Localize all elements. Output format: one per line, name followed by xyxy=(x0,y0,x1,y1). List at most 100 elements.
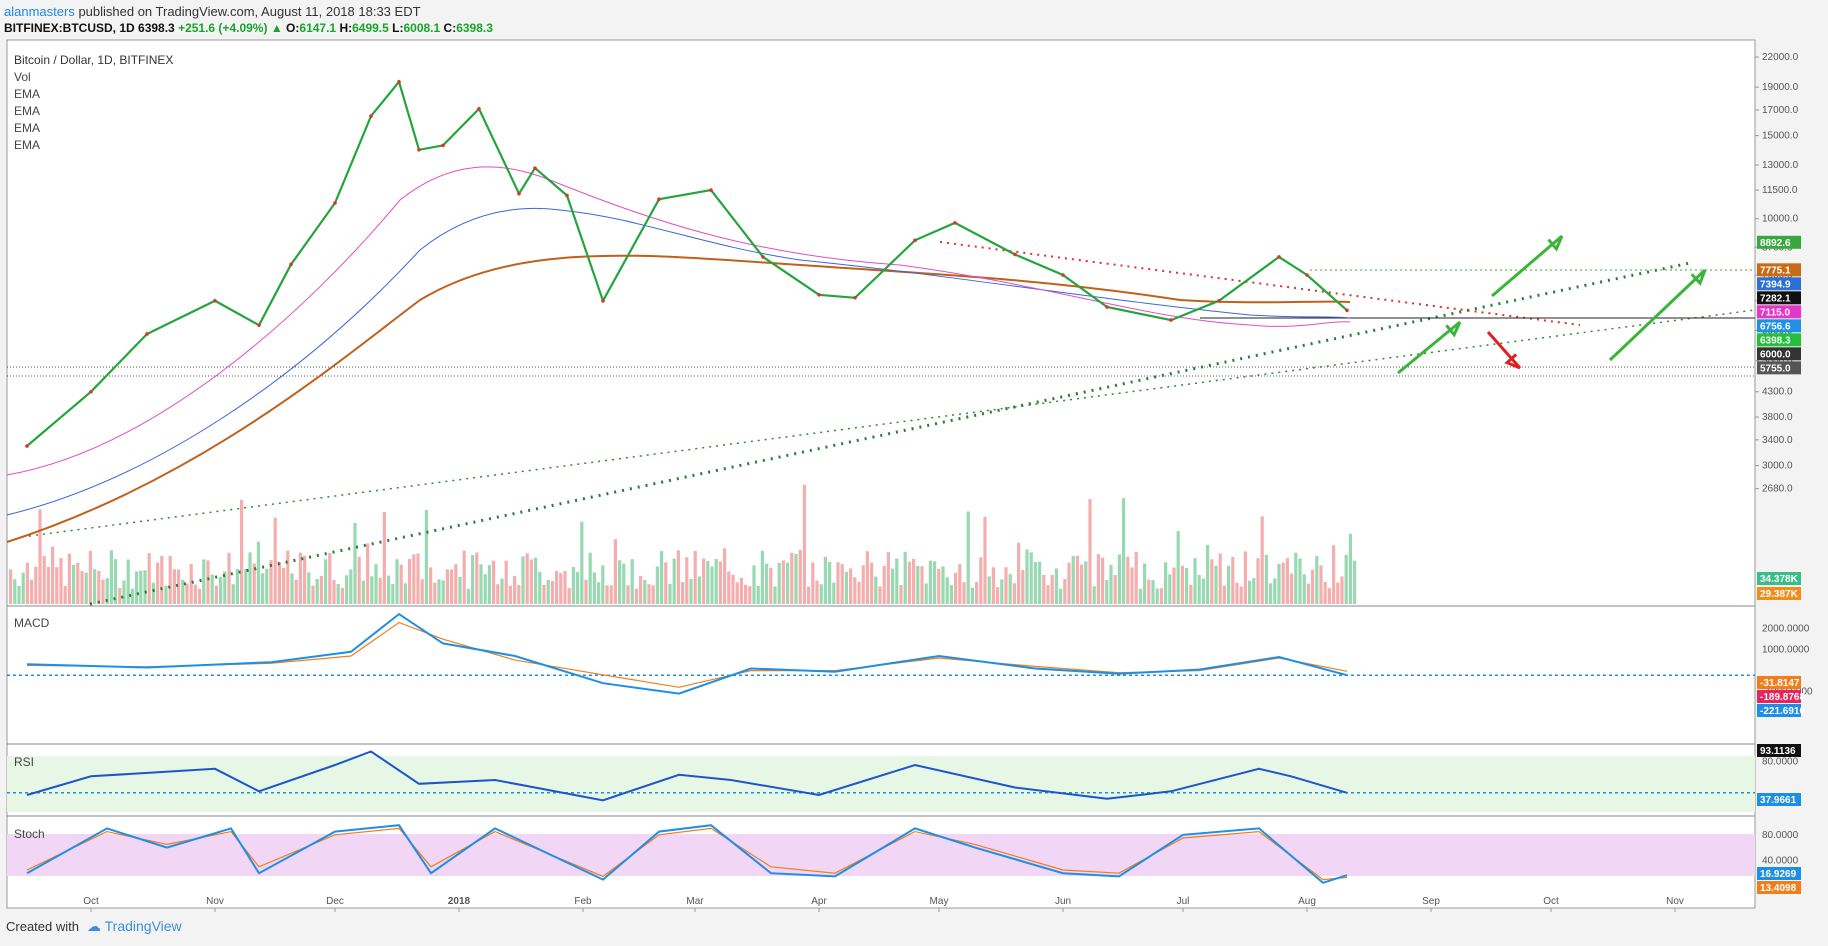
volume-bar xyxy=(521,556,525,604)
price-tick-label: 3800.0 xyxy=(1762,412,1793,423)
volume-bar xyxy=(479,564,483,604)
x-tick-label: Oct xyxy=(1543,896,1559,907)
volume-bar xyxy=(1273,578,1277,604)
volume-bar xyxy=(731,574,735,604)
rsi-badge-text: 37.9661 xyxy=(1760,795,1797,806)
volume-bar xyxy=(1189,584,1193,604)
volume-bar xyxy=(597,582,601,604)
x-tick-label: Nov xyxy=(206,896,224,907)
volume-bar xyxy=(340,587,344,604)
volume-bar xyxy=(336,583,340,604)
volume-bar xyxy=(1071,556,1075,604)
volume-bar xyxy=(156,562,160,604)
volume-bar xyxy=(1067,562,1071,604)
volume-bar xyxy=(954,572,958,604)
tradingview-logo[interactable]: ☁ TradingView xyxy=(86,918,182,934)
volume-bar xyxy=(878,586,882,604)
volume-bar xyxy=(1353,560,1357,604)
volume-bar xyxy=(248,552,252,604)
volume-bar xyxy=(1235,582,1239,604)
volume-bar xyxy=(752,565,756,604)
volume-bar xyxy=(823,556,827,604)
volume-bar xyxy=(912,558,916,604)
volume-bar xyxy=(1021,569,1025,604)
symbol-label: BITFINEX:BTCUSD, 1D xyxy=(4,21,135,35)
volume-bar xyxy=(916,565,920,604)
volume-bar xyxy=(622,563,626,604)
axis-badges: 8892.6 7775.1 7394.9 7282.1 7115.0 6756.6 6398… xyxy=(1757,235,1805,894)
created-with-text: Created with xyxy=(6,919,79,934)
volume-bar xyxy=(483,574,487,604)
green-arrow xyxy=(1491,234,1563,298)
price-badge-text: 7115.0 xyxy=(1760,307,1790,318)
volume-bar xyxy=(1151,580,1155,604)
volume-bar xyxy=(1017,542,1021,604)
volume-bar xyxy=(403,583,407,604)
volume-bar xyxy=(168,555,172,604)
price-point xyxy=(817,292,821,297)
volume-bar xyxy=(1130,567,1134,604)
green-arrow-head xyxy=(1690,269,1707,286)
volume-bar xyxy=(811,562,815,604)
macd-label: MACD xyxy=(14,616,50,630)
price-badge-bg xyxy=(1757,319,1801,333)
volume-bar xyxy=(970,587,974,604)
volume-bar xyxy=(374,564,378,604)
price-point xyxy=(1169,318,1173,322)
rsi-band xyxy=(7,756,1755,812)
volume-bar xyxy=(1315,555,1319,604)
volume-bar xyxy=(496,584,500,604)
volume-bar xyxy=(567,587,571,604)
volume-bar xyxy=(1185,568,1189,604)
volume-bar xyxy=(382,511,386,604)
price-point xyxy=(1277,255,1281,259)
volume-bar xyxy=(1206,544,1210,604)
price-point xyxy=(333,201,337,205)
volume-bar xyxy=(265,568,269,604)
volume-bar xyxy=(412,554,416,604)
volume-bar xyxy=(252,563,256,604)
legend-ema-2: EMA xyxy=(14,104,40,118)
volume-bar xyxy=(903,551,907,604)
volume-bar xyxy=(555,570,559,604)
x-tick-label: Apr xyxy=(811,896,827,907)
publisher-name[interactable]: alanmasters xyxy=(4,4,75,19)
volume-bar xyxy=(1285,558,1289,604)
macd-tick-label: 1000.0000 xyxy=(1762,645,1810,656)
volume-bar xyxy=(681,581,685,604)
volume-bar xyxy=(462,550,466,604)
volume-bar xyxy=(282,567,286,604)
price-point xyxy=(369,114,373,118)
volume-bar xyxy=(714,558,718,604)
volume-bar xyxy=(84,572,88,604)
volume-bar xyxy=(408,558,412,604)
price-badge-bg xyxy=(1757,291,1801,305)
x-tick-label: 2018 xyxy=(448,896,471,907)
volume-bar xyxy=(475,552,479,604)
volume-bar xyxy=(67,553,71,604)
rsi-label: RSI xyxy=(14,755,34,769)
volume-bar xyxy=(983,516,987,604)
volume-bar xyxy=(630,559,634,604)
volume-bar xyxy=(1063,579,1067,604)
volume-bar xyxy=(500,578,504,604)
tradingview-brand: TradingView xyxy=(104,918,182,934)
volume-bar xyxy=(80,570,84,604)
close-label: C: xyxy=(443,21,457,35)
price-badge-text: 7282.1 xyxy=(1760,293,1791,304)
volume-bar xyxy=(1214,565,1218,604)
stoch-label: Stoch xyxy=(14,827,45,841)
volume-bar xyxy=(643,579,647,604)
volume-bar xyxy=(1336,582,1340,604)
volume-bar xyxy=(303,555,307,604)
volume-bar xyxy=(975,581,979,604)
price-point xyxy=(417,147,421,152)
volume-bar xyxy=(1101,557,1105,604)
rsi-badge-text: 93.1136 xyxy=(1760,746,1796,757)
open-value: 6147.1 xyxy=(299,21,337,35)
legend-ema-1: EMA xyxy=(14,87,40,101)
x-tick-label: Sep xyxy=(1422,896,1440,907)
volume-bar xyxy=(63,585,67,604)
volume-bar xyxy=(466,588,470,604)
